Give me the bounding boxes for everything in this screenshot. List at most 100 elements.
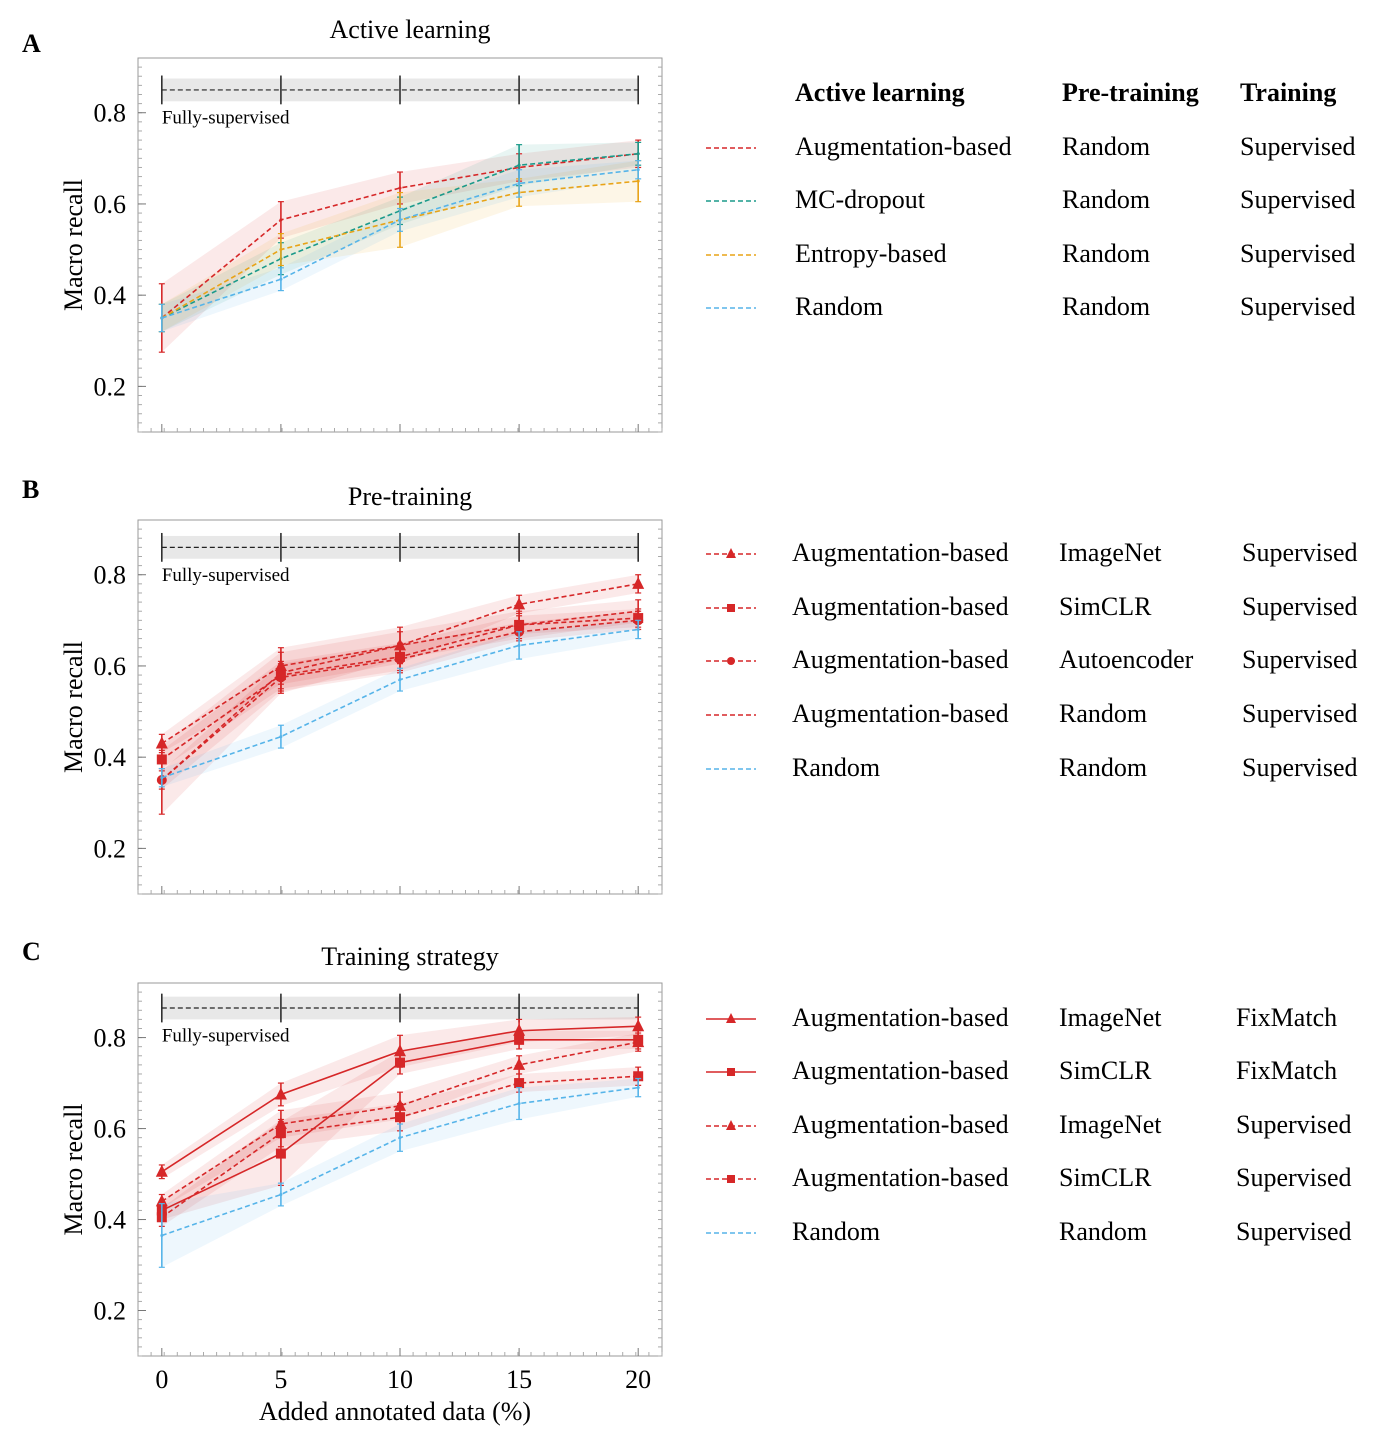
reference-label: Fully-supervised: [162, 107, 290, 128]
legend-marker: [726, 1013, 736, 1023]
y-tick-label: 0.6: [94, 1115, 127, 1144]
data-point: [398, 1136, 402, 1140]
legend-c-name: Augmentation-based: [792, 1163, 1009, 1192]
legend-b-pretraining: ImageNet: [1059, 538, 1162, 567]
legend-b-swatch: [706, 768, 756, 770]
legend-c-swatch: [706, 1232, 756, 1234]
chart-title: Active learning: [330, 15, 491, 44]
data-point: [275, 1128, 286, 1139]
legend-b-swatch: [706, 714, 756, 716]
legend-c-swatch: [706, 1120, 756, 1130]
x-tick-label: 20: [625, 1365, 651, 1394]
data-point: [633, 1071, 644, 1082]
data-point: [636, 179, 640, 183]
legend-b-swatch: [706, 604, 756, 612]
legend-b-pretraining: Autoencoder: [1059, 645, 1194, 674]
reference-label: Fully-supervised: [162, 565, 290, 586]
series-5: [158, 619, 642, 788]
legend-c-swatch: [706, 1013, 756, 1023]
y-tick-label: 0.4: [94, 1206, 127, 1235]
legend-c-training: FixMatch: [1236, 1056, 1338, 1085]
series-line: [161, 1041, 639, 1203]
data-point: [636, 609, 640, 613]
legend-a-training: Supervised: [1240, 239, 1356, 268]
panel-label: C: [22, 937, 41, 966]
legend-b-name: Augmentation-based: [792, 592, 1009, 621]
data-point: [514, 1034, 525, 1045]
data-point: [636, 627, 640, 631]
data-point: [279, 735, 283, 739]
data-point: [279, 1193, 283, 1197]
legend-a-name: MC-dropout: [795, 185, 925, 214]
legend-c-pretraining: SimCLR: [1059, 1056, 1152, 1085]
data-point: [395, 1112, 405, 1123]
data-point: [394, 1044, 406, 1057]
legend-c-swatch: [706, 1175, 756, 1183]
legend-a-header-training: Training: [1240, 78, 1337, 107]
data-point: [514, 1078, 525, 1089]
series-band: [161, 1033, 639, 1209]
legend-c-training: Supervised: [1236, 1110, 1352, 1139]
panel-label: A: [22, 29, 41, 58]
data-point: [513, 1057, 526, 1070]
series-band: [161, 608, 639, 769]
data-point: [636, 168, 640, 172]
data-point: [155, 1164, 168, 1177]
data-point: [279, 248, 283, 252]
legend-b-pretraining: Random: [1059, 699, 1148, 728]
legend-a-header-active-learning: Active learning: [795, 78, 965, 107]
data-point: [517, 1102, 521, 1106]
x-tick-label: 0: [155, 1365, 168, 1394]
data-point: [275, 1148, 286, 1159]
data-point: [513, 597, 526, 610]
data-point: [517, 181, 521, 185]
legend-a-swatch: [706, 307, 756, 309]
legend-b-pretraining: Random: [1059, 753, 1148, 782]
legend-b-training: Supervised: [1242, 538, 1358, 567]
series-band: [161, 142, 639, 332]
y-tick-label: 0.4: [94, 281, 127, 310]
legend-a-name: Random: [795, 292, 884, 321]
legend-c-swatch: [706, 1068, 756, 1076]
legend-b-name: Augmentation-based: [792, 538, 1009, 567]
data-point: [160, 316, 164, 320]
panel-label: B: [22, 475, 39, 504]
legend-c-name: Augmentation-based: [792, 1056, 1009, 1085]
legend-a-pretraining: Random: [1062, 239, 1151, 268]
data-point: [160, 776, 164, 780]
series-band: [161, 1067, 639, 1227]
x-tick-label: 15: [506, 1365, 532, 1394]
legend-c-pretraining: ImageNet: [1059, 1003, 1162, 1032]
panel-b: 0.2 0.4 0.6 0.8 Pre-training B Macro recall Ful…: [22, 475, 663, 895]
legend-a-training: Supervised: [1240, 132, 1356, 161]
legend-c-pretraining: Random: [1059, 1217, 1148, 1246]
y-tick-label: 0.2: [94, 1297, 127, 1326]
legend-a-training: Supervised: [1240, 292, 1356, 321]
y-tick-label: 0.8: [94, 561, 127, 590]
data-point: [398, 186, 402, 190]
x-tick-label: 10: [387, 1365, 413, 1394]
data-point: [279, 277, 283, 281]
legend-marker: [726, 1120, 736, 1130]
chart-title: Training strategy: [321, 942, 498, 971]
legend-marker: [727, 604, 735, 612]
data-point: [636, 152, 640, 156]
panel-c: 0.2 0.4 0.6 0.8 0 5 10 15 20 Training strategy C Ma…: [22, 937, 663, 1426]
series-4: [158, 160, 642, 333]
reference-label: Fully-supervised: [162, 1025, 290, 1046]
legend-b-swatch: [706, 548, 756, 558]
y-tick-label: 0.6: [94, 190, 127, 219]
data-point: [279, 671, 283, 675]
legend-c-pretraining: ImageNet: [1059, 1110, 1162, 1139]
legend-b-training: Supervised: [1242, 753, 1358, 782]
legend-c-name: Augmentation-based: [792, 1110, 1009, 1139]
plot-frame: [137, 519, 663, 895]
y-tick-label: 0.2: [94, 834, 127, 863]
y-tick-label: 0.6: [94, 652, 127, 681]
legend-marker: [727, 1175, 735, 1183]
series-line: [161, 619, 639, 781]
data-point: [398, 678, 402, 682]
data-point: [274, 1087, 287, 1100]
y-tick-label: 0.2: [94, 372, 127, 401]
